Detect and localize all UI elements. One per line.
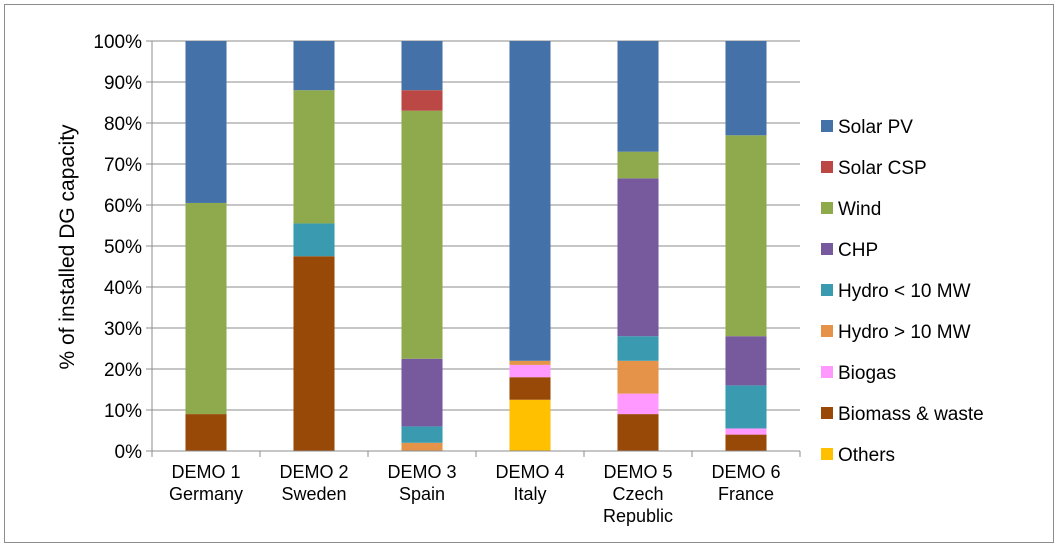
legend-item: Wind (821, 199, 881, 220)
legend-label: Biogas (838, 363, 896, 384)
y-tick-label: 20% (104, 360, 142, 381)
legend-label: Solar PV (838, 117, 913, 138)
x-category-label: DEMO 2 Sweden (279, 462, 348, 504)
y-tick-label: 40% (104, 278, 142, 299)
legend-swatch (821, 366, 833, 378)
bar-segment-biomass-waste (725, 434, 767, 451)
x-category-label-line: France (718, 484, 774, 504)
legend: Solar PV Solar CSP Wind CHP Hydro < 10 MW Hyd… (821, 117, 984, 466)
y-tick-label: 70% (104, 155, 142, 176)
y-tick-labels: 0% 10% 20% 30% 40% 50% 60% 70% 80% 90% 100% (93, 32, 142, 463)
bar-segment-solar-pv (725, 41, 767, 136)
legend-label: Hydro < 10 MW (838, 281, 971, 302)
bar-segment-biomass-waste (185, 414, 227, 451)
legend-swatch (821, 161, 833, 173)
x-category-label-line: Czech (612, 484, 663, 504)
y-tick-label: 90% (104, 73, 142, 94)
bar-segment-hydro-10-mw (725, 385, 767, 429)
legend-label: Hydro > 10 MW (838, 322, 971, 343)
x-category-label-line: DEMO 4 (495, 462, 564, 482)
x-category-label-line: Germany (169, 484, 243, 504)
axes (151, 41, 801, 457)
legend-swatch (821, 120, 833, 132)
x-category-label: DEMO 1 Germany (169, 462, 243, 504)
x-category-label-line: DEMO 5 (603, 462, 672, 482)
bar-segment-solar-pv (401, 41, 443, 91)
legend-item: Hydro > 10 MW (821, 322, 971, 343)
legend-item: Solar CSP (821, 158, 927, 179)
legend-item: Hydro < 10 MW (821, 281, 971, 302)
bar-segment-biomass-waste (293, 256, 335, 451)
x-category-label-line: Spain (399, 484, 445, 504)
bar-segment-wind (617, 151, 659, 179)
y-tick-label: 60% (104, 196, 142, 217)
legend-label: Solar CSP (838, 158, 927, 179)
y-tick-label: 50% (104, 237, 142, 258)
bar-segment-hydro-10-mw (293, 223, 335, 257)
bar-segment-hydro-10-mw (617, 336, 659, 361)
y-axis-label: % of installed DG capacity (56, 124, 79, 370)
x-category-label: DEMO 4 Italy (495, 462, 564, 504)
legend-swatch (821, 325, 833, 337)
bar-segment-hydro-10-mw (401, 442, 443, 451)
bar-segment-solar-pv (293, 41, 335, 91)
x-category-label-line: Italy (513, 484, 546, 504)
bar-segment-solar-csp (401, 90, 443, 111)
bar-segment-biogas (617, 393, 659, 415)
legend-label: Wind (838, 199, 881, 220)
bar-segment-biomass-waste (617, 414, 659, 451)
x-category-label: DEMO 5 Czech Republic (603, 462, 673, 526)
bar-segment-biogas (725, 428, 767, 435)
y-tick-label: 100% (93, 32, 142, 53)
legend-swatch (821, 243, 833, 255)
y-tick-label: 80% (104, 114, 142, 135)
y-tick-label: 0% (115, 442, 143, 463)
bar-segment-wind (293, 90, 335, 224)
bar-segment-wind (185, 202, 227, 415)
legend-swatch (821, 407, 833, 419)
bar-segment-wind (725, 135, 767, 337)
legend-item: Biogas (821, 363, 896, 384)
x-category-label-line: Sweden (281, 484, 346, 504)
legend-item: Biomass & waste (821, 404, 984, 425)
bar-segment-others (509, 399, 551, 451)
x-category-label: DEMO 6 France (711, 462, 780, 504)
legend-item: Others (821, 445, 895, 466)
legend-swatch (821, 284, 833, 296)
bar-segment-solar-pv (185, 41, 227, 203)
x-category-label-line: DEMO 6 (711, 462, 780, 482)
bar-segment-biogas (509, 364, 551, 378)
bar-segment-chp (401, 358, 443, 427)
bar-segment-wind (401, 110, 443, 359)
bar-segment-solar-pv (509, 41, 551, 361)
legend-item: CHP (821, 240, 878, 261)
bar-segment-hydro-10-mw (617, 360, 659, 394)
x-category-label-line: DEMO 3 (387, 462, 456, 482)
bars (185, 41, 767, 451)
y-tick-label: 30% (104, 319, 142, 340)
bar-segment-chp (725, 336, 767, 386)
legend-label: Others (838, 445, 895, 466)
legend-swatch (821, 202, 833, 214)
legend-label: Biomass & waste (838, 404, 984, 425)
bar-segment-hydro-10-mw (401, 426, 443, 443)
x-category-label: DEMO 3 Spain (387, 462, 456, 504)
x-category-label-line: DEMO 1 (171, 462, 240, 482)
y-tick-label: 10% (104, 401, 142, 422)
bar-segment-solar-pv (617, 41, 659, 152)
legend-label: CHP (838, 240, 878, 261)
x-category-label-line: DEMO 2 (279, 462, 348, 482)
bar-segment-chp (617, 178, 659, 337)
legend-item: Solar PV (821, 117, 913, 138)
gridlines (146, 40, 800, 452)
legend-swatch (821, 448, 833, 460)
bar-segment-biomass-waste (509, 377, 551, 400)
x-category-label-line: Republic (603, 506, 673, 526)
bar-segment-hydro-10-mw (509, 360, 551, 365)
